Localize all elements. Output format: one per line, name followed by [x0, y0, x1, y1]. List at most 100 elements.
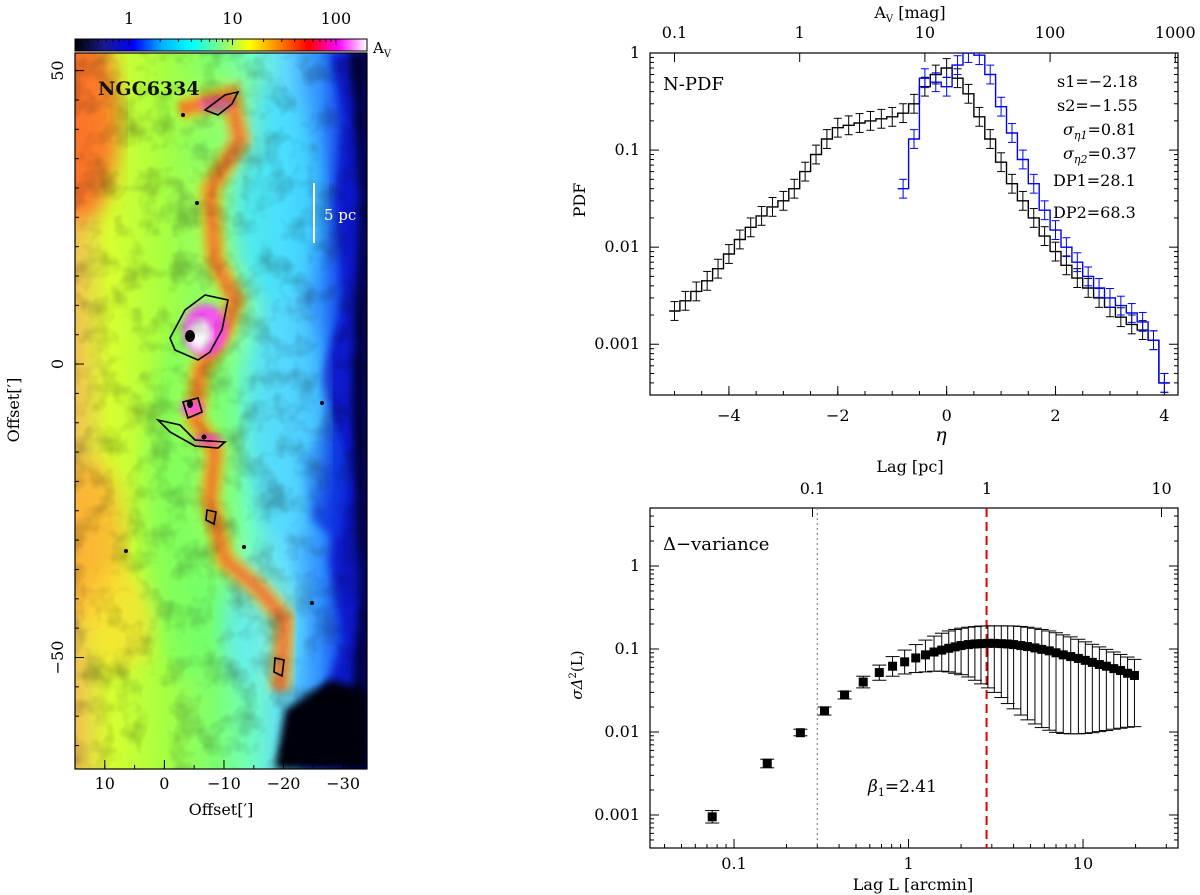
colorbar-tick-label: 100	[321, 9, 352, 28]
map-x-tick-label: −10	[207, 774, 241, 793]
dv-x-tick-label: 10	[1073, 854, 1093, 873]
npdf-axes: −4 −2 0 2 4 1 0.1 0.01 0.001 0.1 1 10 100 1000	[594, 23, 1195, 425]
dv-data-point	[762, 758, 772, 768]
npdf-annotation: s2=−1.55	[1057, 96, 1138, 115]
dv-data-point	[1022, 642, 1032, 652]
dv-top-axis-label: Lag [pc]	[876, 457, 943, 476]
extinction-map-panel: 1 10 100 AV	[4, 9, 392, 819]
dv-x-tick-label: 1	[903, 854, 913, 873]
dv-data-point	[1101, 661, 1111, 671]
dv-data-point	[900, 657, 910, 667]
colorbar: 1 10 100 AV	[74, 9, 392, 60]
dv-data-point	[858, 677, 868, 687]
dv-data-point	[888, 661, 898, 671]
map-axes: 10 0 −10 −20 −30 50 0 −50	[48, 60, 360, 793]
npdf-frame	[649, 52, 1179, 396]
npdf-series	[669, 53, 1170, 393]
dv-slope-annotation: β1=2.41	[867, 777, 937, 799]
dv-data-point	[1003, 639, 1013, 649]
dv-data-point	[1009, 640, 1019, 650]
npdf-x-tick-label: 0	[942, 406, 952, 425]
npdf-histogram-line	[897, 53, 1170, 384]
dv-data-point	[963, 640, 973, 650]
map-x-axis-label: Offset[′]	[189, 800, 254, 819]
npdf-top-tick-label: 100	[1035, 23, 1066, 42]
npdf-y-tick-label: 0.001	[594, 334, 640, 353]
map-y-tick-label: 0	[48, 359, 67, 369]
dv-data-point	[983, 638, 993, 648]
npdf-y-axis-label: PDF	[570, 183, 589, 218]
dv-data-point	[929, 647, 939, 657]
dv-y-axis-label: σΔ2(L)	[568, 650, 586, 699]
dv-x-axis-label: Lag L [arcmin]	[853, 875, 973, 894]
colorbar-ticks: 1 10 100	[74, 9, 368, 45]
npdf-annotation: DP1=28.1	[1053, 171, 1136, 190]
dv-data-point	[1037, 644, 1047, 654]
dv-data-point	[1080, 655, 1090, 665]
dv-x-tick-label: 0.1	[721, 854, 746, 873]
dv-data-point	[1094, 660, 1104, 670]
map-y-tick-label: −50	[48, 641, 67, 675]
dv-data-point	[1129, 670, 1139, 680]
dv-data-point	[989, 638, 999, 648]
npdf-annotation: ση2=0.37	[1063, 144, 1137, 166]
dv-data-point	[1051, 648, 1061, 658]
npdf-top-tick-label: 1	[795, 23, 805, 42]
npdf-top-tick-label: 1000	[1155, 23, 1196, 42]
colorbar-label: AV	[372, 39, 392, 60]
dv-data-point	[920, 650, 930, 660]
dv-data-point	[976, 639, 986, 649]
dv-top-tick-label: 1	[982, 479, 992, 498]
dv-data-point	[950, 642, 960, 652]
dv-axes: 0.1 1 10 1 0.1 0.01 0.001 0.1 1 10	[594, 479, 1178, 873]
map-object-name: NGC6334	[98, 78, 200, 100]
dv-data-point	[1044, 646, 1054, 656]
colorbar-tick-label: 1	[124, 9, 134, 28]
map-y-axis-label: Offset[′]	[4, 378, 23, 443]
dv-data-point	[937, 645, 947, 655]
npdf-top-tick-label: 10	[915, 23, 935, 42]
dv-y-tick-label: 1	[630, 556, 640, 575]
map-image	[75, 53, 367, 769]
dv-data-point	[956, 641, 966, 651]
npdf-x-tick-label: 4	[1159, 406, 1169, 425]
npdf-fit-annotations: s1=−2.18 s2=−1.55 ση1=0.81 ση2=0.37 DP1=…	[1053, 72, 1138, 222]
dv-data-point	[1123, 668, 1133, 678]
npdf-x-tick-label: −2	[826, 406, 850, 425]
dv-data-point	[1109, 664, 1119, 674]
dv-data-point	[707, 812, 717, 822]
dv-data-point	[911, 653, 921, 663]
colorbar-gradient	[75, 39, 367, 51]
dv-y-tick-label: 0.1	[615, 639, 640, 658]
dv-title: Δ−variance	[663, 534, 769, 555]
dv-top-tick-label: 0.1	[800, 479, 825, 498]
npdf-y-tick-label: 1	[630, 43, 640, 62]
npdf-top-tick-label: 0.1	[662, 23, 687, 42]
scale-bar-label: 5 pc	[324, 206, 356, 224]
dv-data-point	[970, 639, 980, 649]
dv-data-point	[944, 643, 954, 653]
dv-data-point	[1058, 650, 1068, 660]
dv-data-point	[1066, 652, 1076, 662]
npdf-annotation: s1=−2.18	[1057, 72, 1138, 91]
dv-frame	[649, 507, 1179, 849]
npdf-annotation: DP2=68.3	[1053, 203, 1136, 222]
map-x-tick-label: 0	[159, 774, 169, 793]
dv-data-point	[840, 690, 850, 700]
delta-variance-panel: 0.1 1 10 1 0.1 0.01 0.001 0.1 1 10 Δ−variance Lag…	[568, 457, 1179, 894]
npdf-series-blue	[897, 53, 1170, 393]
dv-data-point	[820, 706, 830, 716]
colorbar-tick-label: 10	[222, 9, 242, 28]
dv-data-point	[1016, 641, 1026, 651]
map-x-tick-label: −20	[267, 774, 301, 793]
dv-y-tick-label: 0.001	[594, 805, 640, 824]
dv-data-point	[996, 639, 1006, 649]
dv-data-point	[1073, 653, 1083, 663]
dv-data-point	[1030, 643, 1040, 653]
npdf-x-tick-label: −4	[717, 406, 741, 425]
dv-data-point	[874, 668, 884, 678]
dv-data-point	[795, 728, 805, 738]
map-frame	[74, 52, 368, 770]
